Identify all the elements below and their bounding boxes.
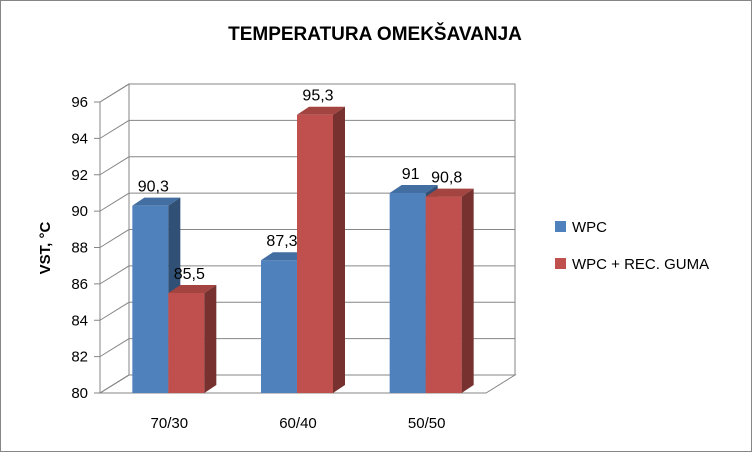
data-label: 87,3 xyxy=(266,233,297,250)
legend-swatch xyxy=(555,221,566,232)
y-tick-label: 84 xyxy=(71,312,88,329)
bar-front xyxy=(389,192,426,393)
bar-front xyxy=(297,114,333,393)
y-tick-label: 82 xyxy=(71,349,88,366)
y-tick-labels: 80 82 84 86 88 90 92 94 96 xyxy=(71,94,101,402)
y-tick-label: 88 xyxy=(71,240,88,257)
bar-top xyxy=(297,106,345,115)
bar-top xyxy=(389,184,438,193)
gridline xyxy=(99,229,515,248)
legend-label: WPC + REC. GUMA xyxy=(572,256,709,273)
data-labels: 90,3 85,5 87,3 95,3 91 90,8 xyxy=(138,88,463,283)
bar-front xyxy=(261,260,297,393)
bar-top xyxy=(168,284,217,293)
gridline xyxy=(99,301,515,321)
legend: WPC WPC + REC. GUMA xyxy=(555,219,709,273)
gridline xyxy=(99,156,515,176)
bar xyxy=(425,188,474,393)
x-tick-label: 70/30 xyxy=(151,415,189,432)
bar-front xyxy=(132,205,169,393)
bars xyxy=(132,106,474,393)
gridlines xyxy=(99,83,515,394)
legend-swatch xyxy=(555,258,566,269)
y-tick-label: 80 xyxy=(71,385,88,402)
bar-front xyxy=(425,196,462,393)
gridline xyxy=(99,338,515,358)
y-tick-label: 96 xyxy=(71,94,88,111)
data-label: 90,8 xyxy=(431,170,462,187)
y-tick-label: 92 xyxy=(71,167,88,184)
y-axis-label: VST, °C xyxy=(37,222,54,275)
y-tick-label: 86 xyxy=(71,276,88,293)
bar-top xyxy=(425,188,474,197)
y-tick-label: 94 xyxy=(71,130,88,147)
data-label: 90,3 xyxy=(138,179,169,196)
gridline xyxy=(99,83,515,103)
chart-title: TEMPERATURA OMEKŠAVANJA xyxy=(228,23,522,45)
bar-top xyxy=(132,197,181,206)
x-tick-label: 60/40 xyxy=(279,415,317,432)
gridline xyxy=(99,374,515,394)
legend-label: WPC xyxy=(572,219,607,236)
gridline xyxy=(99,192,515,212)
gridline xyxy=(99,119,515,139)
bar xyxy=(168,284,217,393)
bar-side xyxy=(333,106,345,393)
bar-side xyxy=(461,188,474,393)
bar-side xyxy=(204,284,217,393)
data-label: 85,5 xyxy=(174,266,205,283)
bar-front xyxy=(168,292,205,393)
bar xyxy=(297,106,345,393)
data-label: 95,3 xyxy=(302,88,333,105)
x-tick-labels: 70/30 60/40 50/50 xyxy=(151,415,446,432)
x-tick-label: 50/50 xyxy=(408,415,446,432)
gridline xyxy=(99,265,515,285)
data-label: 91 xyxy=(402,166,420,183)
y-tick-label: 90 xyxy=(71,203,88,220)
